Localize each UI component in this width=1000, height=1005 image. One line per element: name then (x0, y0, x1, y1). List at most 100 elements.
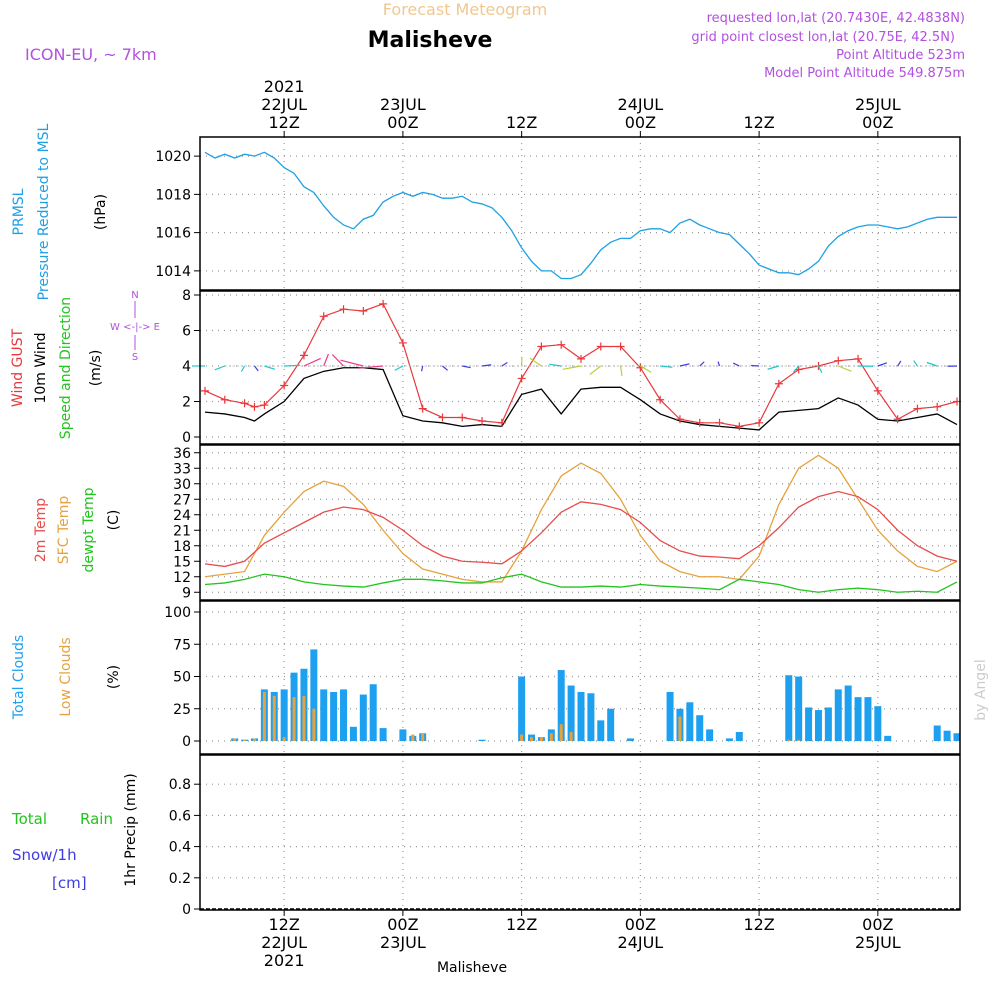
total-cloud-bar (934, 726, 941, 741)
location-title: Malisheve (368, 28, 493, 53)
clouds-ytick-label: 100 (164, 605, 191, 621)
gust-marker (320, 312, 328, 320)
wind-arrow (215, 366, 225, 370)
total-cloud-bar (874, 706, 881, 741)
bottom-axis-label: 12Z (268, 915, 299, 934)
wind-arrow (304, 358, 321, 366)
gust-marker (250, 403, 258, 411)
wind-arrow (563, 366, 581, 369)
rain-label: Rain (80, 810, 113, 828)
gust-marker (577, 355, 585, 363)
top-axis-label: 12Z (743, 113, 774, 132)
wind-arrow (700, 362, 704, 366)
wind-ytick-label: 8 (182, 288, 191, 304)
low-cloud-bar (540, 737, 543, 741)
wind-arrow (718, 362, 719, 366)
total-cloud-bar (350, 727, 357, 741)
total-cloud-bar (696, 715, 703, 741)
low-cloud-bar (570, 732, 573, 741)
total-cloud-bar (805, 707, 812, 741)
total-cloud-bar (330, 692, 337, 741)
precip-frame (200, 755, 960, 910)
cloud-panel-labels: Total Clouds Low Clouds (%) (11, 635, 122, 720)
gust-marker (340, 305, 348, 313)
wind-arrow (442, 366, 447, 370)
total-cloud-bar (795, 677, 802, 742)
gust-marker (696, 419, 704, 427)
wind-frame (200, 291, 960, 444)
clouds-ytick-label: 0 (182, 734, 191, 750)
wind-arrow (254, 366, 258, 371)
pressure-ytick-label: 1018 (155, 187, 191, 203)
gust-marker (537, 342, 545, 350)
gust-marker (518, 374, 526, 382)
t2m-line (205, 492, 957, 567)
temp-ytick-label: 33 (173, 461, 191, 477)
wind-arrow (241, 366, 244, 372)
gust-marker (775, 380, 783, 388)
wind-arrow (914, 361, 918, 366)
temp-panel-labels: 2m Temp SFC Temp dewpt Temp (C) (33, 487, 122, 572)
top-axis-label: 12Z (506, 113, 537, 132)
precip-ytick-label: 0 (182, 902, 191, 918)
wind-arrow (621, 366, 622, 376)
gust-marker (874, 387, 882, 395)
gust-marker (458, 413, 466, 421)
pressure-ytick-label: 1020 (155, 149, 191, 165)
wind-speed-line (205, 368, 957, 430)
low-cloud-bar (293, 697, 296, 741)
temp-ytick-label: 21 (173, 523, 191, 539)
product-title: Forecast Meteogram (383, 0, 547, 19)
gust-marker (597, 342, 605, 350)
total-cloud-bar (884, 736, 891, 741)
pressure-line (205, 152, 957, 278)
low-cloud-bar (520, 735, 523, 741)
temp-ytick-label: 30 (173, 477, 191, 493)
t2m-label: 2m Temp (33, 498, 49, 562)
snow-label: Snow/1h (12, 846, 77, 864)
total-cloud-bar (320, 689, 327, 741)
bottom-axis-label: 24JUL (618, 933, 664, 952)
gust-marker (933, 403, 941, 411)
compass-n: N (131, 290, 138, 301)
wind-arrow (549, 364, 561, 366)
gust-marker (241, 399, 249, 407)
low-cloud-bar (312, 709, 315, 741)
gust-marker (854, 355, 862, 363)
footer-location: Malisheve (437, 960, 507, 976)
total-cloud-bar (667, 692, 674, 741)
gust-marker (834, 357, 842, 365)
panels: 1014101610181020024689121518212427303336… (155, 137, 961, 918)
temp-ytick-label: 27 (173, 492, 191, 508)
total-cloud-bar (686, 702, 693, 741)
low-cloud-bar (253, 738, 256, 741)
gust-marker (913, 405, 921, 413)
top-axis-label: 23JUL (380, 95, 426, 114)
wind-arrow (838, 366, 851, 371)
low-cloud-bar (302, 696, 305, 741)
low-cloud-bar (550, 733, 553, 741)
top-axis-label: 22JUL (261, 95, 307, 114)
gridpoint-coords: grid point closest lon,lat (20.75E, 42.5… (691, 30, 955, 45)
dewpt-label: dewpt Temp (81, 487, 97, 572)
bottom-axis-label: 00Z (862, 915, 893, 934)
total-label: Total (11, 810, 47, 828)
pressure-unit: (hPa) (93, 194, 109, 230)
gust-marker (399, 339, 407, 347)
low-cloud-bar (560, 724, 563, 741)
requested-coords: requested lon,lat (20.7430E, 42.4838N) (707, 11, 965, 26)
total-cloud-bar (518, 677, 525, 742)
total-cloud-bar (578, 692, 585, 741)
wind-gust-line (205, 304, 957, 426)
precip-unit: 1hr Precip (mm) (123, 773, 139, 886)
total-cloud-bar (399, 729, 406, 741)
total-cloud-bar (825, 707, 832, 741)
precip-ytick-label: 0.6 (169, 808, 191, 824)
clouds-ytick-label: 75 (173, 637, 191, 653)
total-cloud-bar (281, 689, 288, 741)
gust-marker (735, 422, 743, 430)
precip-ytick-label: 0.4 (169, 840, 191, 856)
